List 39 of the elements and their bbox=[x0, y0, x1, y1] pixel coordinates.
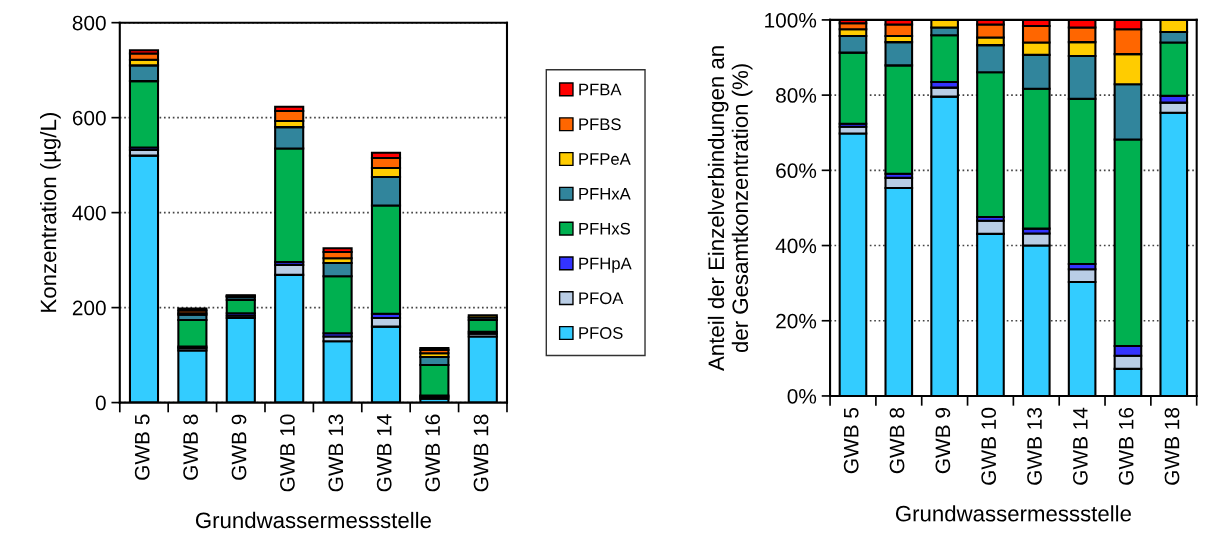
y-tick-label: 0% bbox=[787, 388, 817, 404]
y-tick-label: 200 bbox=[72, 300, 106, 316]
x-tick-label: GWB 14 bbox=[376, 414, 392, 492]
x-tick-label: GWB 13 bbox=[328, 414, 344, 492]
legend-label: PFOS bbox=[579, 327, 623, 339]
y-tick-label: 20% bbox=[776, 313, 817, 329]
legend-label: PFOA bbox=[579, 292, 624, 305]
y-tick-label: 800 bbox=[72, 15, 106, 31]
y-axis-title: Konzentration (µg/L) bbox=[40, 113, 61, 312]
legend-label: PFHpA bbox=[579, 257, 632, 273]
x-tick-label: GWB 9 bbox=[935, 408, 951, 474]
y-tick-label: 100% bbox=[765, 12, 817, 28]
x-axis-title: Grundwassermessstelle bbox=[195, 511, 431, 529]
y-tick-label: 60% bbox=[776, 163, 817, 179]
legend-label: PFBS bbox=[579, 118, 621, 131]
legend-label: PFBA bbox=[579, 83, 622, 96]
x-tick-label: GWB 14 bbox=[1072, 407, 1088, 485]
x-tick-label: GWB 16 bbox=[425, 414, 440, 492]
x-tick-label: GWB 18 bbox=[473, 414, 489, 492]
legend-label: PFHxS bbox=[579, 222, 630, 235]
legend-label: PFPeA bbox=[579, 153, 631, 165]
y-axis-title: Anteil der Einzelverbindungen an der Gesamtkonzentration (%) bbox=[707, 46, 753, 371]
y-tick-label: 80% bbox=[776, 88, 817, 103]
y-tick-label: 0 bbox=[95, 395, 106, 411]
legend-label: PFHxA bbox=[579, 188, 631, 200]
x-tick-label: GWB 16 bbox=[1118, 407, 1134, 485]
x-tick-label: GWB 18 bbox=[1164, 407, 1180, 485]
x-tick-label: GWB 8 bbox=[889, 407, 905, 474]
x-tick-label: GWB 5 bbox=[134, 414, 150, 480]
x-tick-label: GWB 13 bbox=[1027, 407, 1042, 485]
x-tick-label: GWB 10 bbox=[280, 414, 295, 492]
x-tick-label: GWB 9 bbox=[231, 414, 247, 480]
x-axis-title: Grundwassermessstelle bbox=[895, 505, 1131, 522]
y-tick-label: 40% bbox=[775, 238, 817, 254]
x-tick-label: GWB 10 bbox=[981, 407, 997, 485]
x-tick-label: GWB 5 bbox=[843, 407, 859, 474]
x-tick-label: GWB 8 bbox=[183, 414, 198, 480]
y-tick-label: 600 bbox=[72, 110, 106, 126]
y-tick-label: 400 bbox=[72, 205, 106, 221]
